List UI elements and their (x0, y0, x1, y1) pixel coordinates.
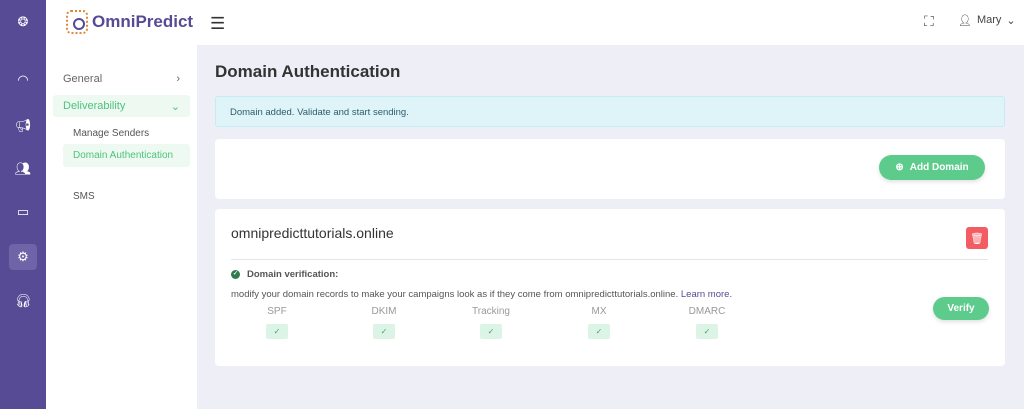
record-label: SPF (267, 306, 287, 317)
dashboard-icon[interactable]: ◠ (17, 72, 29, 87)
chevron-down-icon: ⌄ (1006, 15, 1016, 27)
record-label: DKIM (371, 306, 397, 317)
record-mx: MX ✓ (574, 306, 624, 339)
verification-label: Domain verification: (247, 269, 339, 280)
verification-description: modify your domain records to make your … (231, 289, 732, 300)
user-name: Mary (976, 14, 1002, 26)
add-domain-card: ⊕ Add Domain (215, 139, 1005, 199)
record-dkim: DKIM ✓ (359, 306, 409, 339)
check-icon: ✓ (588, 324, 610, 339)
subnav-item-domain-authentication[interactable]: Domain Authentication (63, 144, 190, 167)
domain-name: omnipredicttutorials.online (231, 225, 394, 241)
learn-more-link[interactable]: Learn more. (680, 289, 733, 300)
trash-icon: 🗑︎ (970, 232, 984, 245)
subnav-deliverability-label: Deliverability (63, 100, 126, 112)
contacts-icon[interactable]: 👥︎ (14, 161, 32, 176)
subnav-deliverability[interactable]: Deliverability ⌄ (53, 95, 190, 117)
add-domain-button[interactable]: ⊕ Add Domain (879, 155, 985, 180)
check-icon: ✓ (373, 324, 395, 339)
logo-icon[interactable]: ❂ (17, 14, 29, 29)
chevron-down-icon: ⌄ (170, 100, 180, 113)
page-title: Domain Authentication (215, 62, 401, 81)
add-domain-label: Add Domain (909, 162, 969, 173)
settings-subnav: General › Deliverability ⌄ Manage Sender… (46, 45, 197, 409)
subnav-item-manage-senders[interactable]: Manage Senders (73, 128, 150, 139)
record-spf: SPF ✓ (252, 306, 302, 339)
record-dmarc: DMARC ✓ (682, 306, 732, 339)
divider (231, 259, 988, 260)
brand-name: OmniPredict (92, 12, 194, 31)
description-text: modify your domain records to make your … (231, 289, 679, 300)
check-circle-icon: ✓ (231, 270, 240, 279)
fullscreen-icon[interactable]: ⛶ (924, 13, 934, 29)
campaign-icon[interactable]: 📢︎ (14, 118, 32, 133)
check-icon: ✓ (696, 324, 718, 339)
record-label: DMARC (688, 306, 726, 317)
verify-button[interactable]: Verify (933, 297, 989, 320)
menu-icon[interactable]: ☰ (210, 14, 226, 33)
check-icon: ✓ (266, 324, 288, 339)
record-label: MX (591, 306, 607, 317)
subnav-general[interactable]: General › (53, 68, 190, 90)
domain-card: omnipredicttutorials.online 🗑︎ ✓ Domain … (215, 209, 1005, 366)
user-icon: 👤︎ (958, 15, 972, 27)
settings-icon[interactable]: ⚙ (9, 244, 37, 270)
info-alert: Domain added. Validate and start sending… (215, 96, 1005, 127)
subnav-item-sms[interactable]: SMS (73, 191, 95, 202)
brand-logo[interactable]: OmniPredict (66, 10, 193, 34)
record-label: Tracking (472, 306, 510, 317)
check-icon: ✓ (480, 324, 502, 339)
user-menu[interactable]: 👤︎ Mary ⌄ (958, 14, 1016, 27)
icon-rail: ❂ ◠ 📢︎ 👥︎ ▭ ⚙ 🎧︎ (0, 0, 46, 409)
subnav-general-label: General (63, 73, 103, 85)
monitor-icon[interactable]: ▭ (16, 204, 30, 219)
top-header: OmniPredict ☰ ⛶ 👤︎ Mary ⌄ (46, 0, 1024, 45)
delete-domain-button[interactable]: 🗑︎ (966, 227, 988, 249)
chevron-right-icon: › (176, 73, 180, 85)
verification-heading: ✓ Domain verification: (231, 269, 338, 280)
plus-circle-icon: ⊕ (895, 162, 904, 173)
support-icon[interactable]: 🎧︎ (14, 293, 32, 308)
record-tracking: Tracking ✓ (466, 306, 516, 339)
logo-mark-icon (66, 10, 88, 34)
